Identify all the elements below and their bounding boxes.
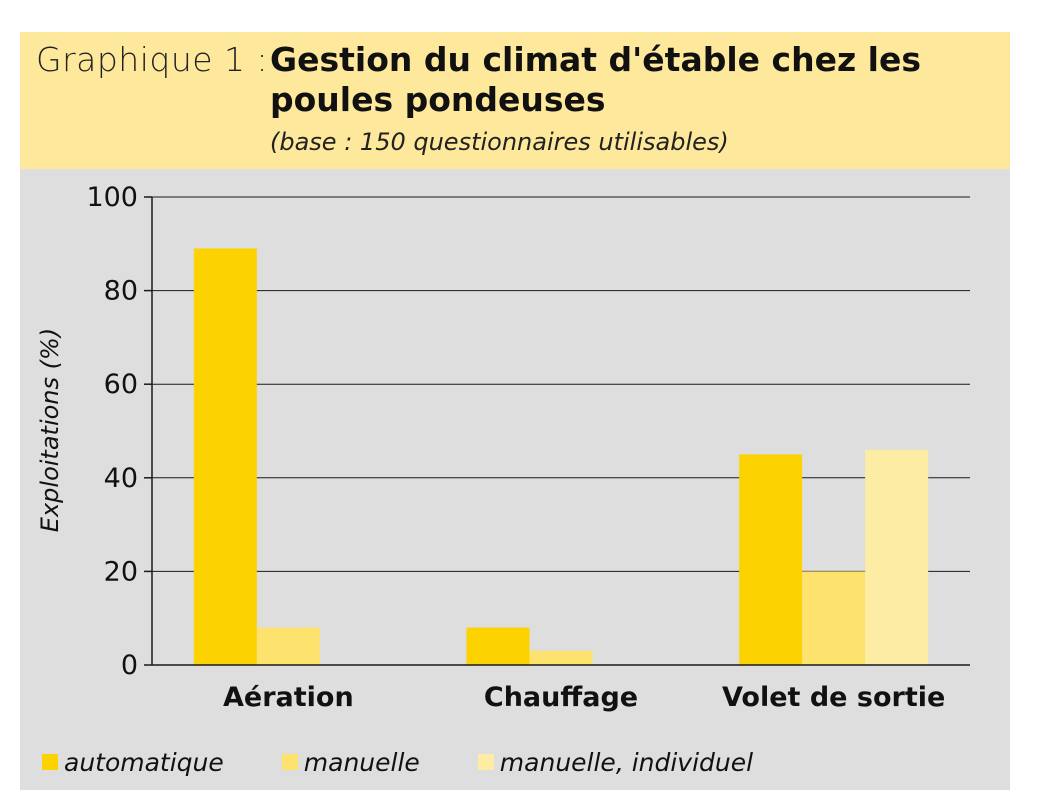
y-tick-label: 0: [121, 650, 138, 681]
legend-item: automatique: [42, 748, 224, 777]
bar-automatique: [739, 454, 803, 665]
y-tick-label: 40: [104, 463, 138, 494]
bar-automatique: [193, 248, 257, 666]
chart-header: Graphique 1 : Gestion du climat d'étable…: [20, 32, 1010, 169]
legend-item: manuelle: [281, 747, 420, 777]
legend-label: automatique: [64, 747, 224, 777]
bar-manuelle: [256, 627, 320, 665]
legend-swatch: [281, 754, 298, 770]
y-tick-label: 60: [104, 369, 138, 400]
legend-item: manuelle, individuel: [477, 747, 754, 777]
bar-automatique: [466, 627, 530, 665]
chart-subtitle: (base : 150 questionnaires utilisables): [270, 128, 729, 156]
bar-manuelle: [802, 571, 866, 665]
legend-label: manuelle, individuel: [499, 747, 754, 777]
y-tick-label: 80: [104, 276, 138, 307]
legend-label: manuelle: [303, 747, 420, 777]
x-tick-label: Chauffage: [484, 682, 638, 713]
bar-manuelle-individuel: [865, 449, 929, 665]
figure-number: Graphique 1 :: [36, 40, 269, 79]
x-tick-label: Aération: [223, 682, 354, 713]
legend-swatch: [477, 754, 494, 770]
bar-manuelle: [529, 650, 593, 665]
y-tick-label: 20: [104, 556, 138, 587]
y-tick-label: 100: [86, 182, 138, 213]
chart-title: Gestion du climat d'étable chez les poul…: [270, 40, 921, 119]
legend-swatch: [42, 754, 58, 770]
legend: automatique manuelle manuelle, individuel: [42, 744, 811, 780]
x-tick-label: Volet de sortie: [722, 682, 945, 713]
